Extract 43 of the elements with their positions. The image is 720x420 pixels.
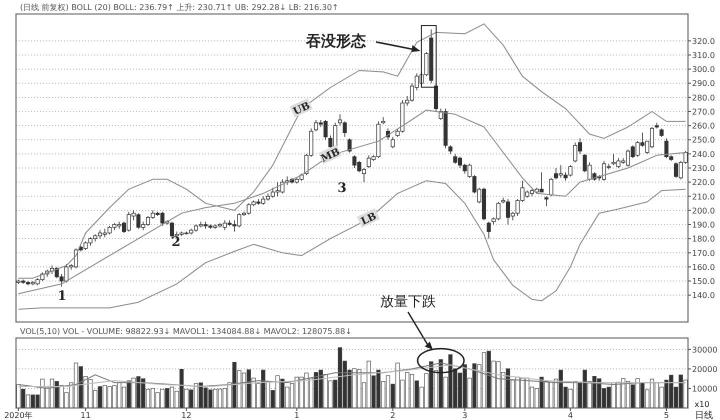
text: x10 [694,400,710,409]
y-tick-label: 260.0 [692,122,715,131]
x-tick-label: 4 [568,411,573,420]
annotation: 2 [171,235,181,250]
annotation: 1 [57,289,67,304]
y-tick-label: 180.0 [692,234,715,244]
y-tick-label: 210.0 [692,192,715,202]
x-tick-label: 1 [294,411,300,420]
y-tick-label: 270.0 [692,107,715,116]
y-tick-label: 140.0 [692,291,715,300]
chart-title: (日线 前复权) BOLL (20) BOLL: 236.79↑ 上升: 230.71↑ UB: 292.28↓ LB: 216.30↑ [20,3,339,12]
y-tick-label: 320.0 [692,36,715,46]
y-tick-label: 250.0 [692,136,715,145]
x-tick-label: 3 [462,411,468,420]
y-tick-label: 230.0 [692,164,715,173]
series-label: MB [319,146,342,165]
series-label: LB [360,211,378,228]
y-tick-label: 20000 [692,364,718,374]
y-tick-label: 290.0 [692,79,715,88]
y-tick-label: 170.0 [692,248,715,258]
x-tick-label: 5 [664,411,669,420]
annotation: 3 [337,181,347,196]
annotation: 放量下跌 [380,294,436,310]
y-tick-label: 280.0 [692,93,715,102]
y-tick-label: 150.0 [692,277,715,286]
y-tick-label: 30000 [692,345,718,354]
y-tick-label: 10000 [692,384,718,394]
annotation: 吞没形态 [305,32,366,50]
text: 日线 [695,410,713,420]
y-tick-label: 200.0 [692,206,715,216]
y-tick-label: 190.0 [692,220,715,230]
chart-title: VOL(5,10) VOL - VOLUME: 98822.93↓ MAVOL1: 134084.88↓ MAVOL2: 128075.88↓ [20,327,352,336]
y-tick-label: 300.0 [692,65,715,74]
y-tick-label: 240.0 [692,150,715,159]
x-tick-label: 12 [181,411,192,420]
y-tick-label: 220.0 [692,178,715,188]
x-tick-label: 2020年 [4,411,33,420]
y-tick-label: 160.0 [692,262,715,272]
x-tick-label: 11 [80,411,91,420]
x-tick-label: 2 [390,411,396,420]
y-tick-label: 310.0 [692,50,715,60]
line-series [18,180,686,310]
series-label: UB [292,100,312,118]
